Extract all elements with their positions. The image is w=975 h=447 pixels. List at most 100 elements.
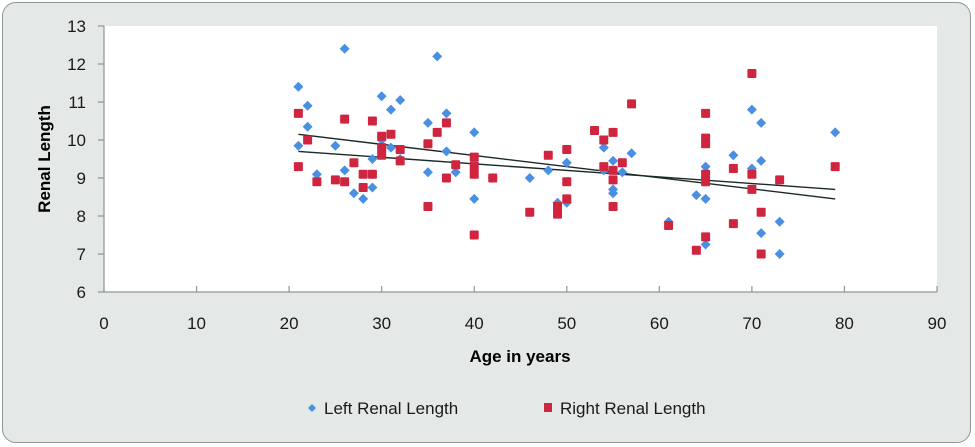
data-point-left[interactable] (543, 165, 554, 176)
data-point-left[interactable] (432, 51, 443, 62)
data-point-right[interactable] (608, 127, 618, 137)
data-point-right[interactable] (701, 108, 711, 118)
data-point-left[interactable] (608, 155, 619, 166)
data-point-right[interactable] (599, 162, 609, 172)
data-point-right[interactable] (701, 169, 711, 179)
data-point-right[interactable] (553, 202, 563, 211)
data-point-right[interactable] (599, 135, 609, 145)
data-point-right[interactable] (303, 135, 313, 145)
data-point-right[interactable] (349, 158, 359, 168)
data-point-right[interactable] (386, 129, 396, 139)
data-point-right[interactable] (441, 173, 451, 183)
data-point-right[interactable] (469, 169, 479, 179)
data-point-left[interactable] (358, 193, 369, 204)
data-point-right[interactable] (756, 207, 766, 217)
data-point-left[interactable] (756, 228, 767, 239)
data-point-right[interactable] (562, 177, 572, 187)
data-point-right[interactable] (469, 230, 479, 240)
data-point-right[interactable] (701, 232, 711, 242)
data-point-right[interactable] (367, 169, 377, 179)
data-point-right[interactable] (617, 158, 627, 168)
data-point-right[interactable] (441, 118, 451, 128)
data-point-right[interactable] (377, 131, 387, 141)
data-point-left[interactable] (330, 140, 341, 151)
data-point-left[interactable] (422, 167, 433, 178)
data-point-right[interactable] (590, 126, 600, 135)
data-point-right[interactable] (423, 202, 433, 211)
data-point-left[interactable] (691, 190, 702, 201)
data-point-left[interactable] (311, 169, 322, 180)
data-point-left[interactable] (700, 161, 711, 172)
data-point-left[interactable] (385, 104, 396, 115)
data-point-left[interactable] (339, 43, 350, 54)
data-point-right[interactable] (747, 169, 757, 179)
data-point-right[interactable] (562, 145, 572, 154)
data-point-right[interactable] (423, 139, 433, 149)
data-point-left[interactable] (422, 117, 433, 128)
data-point-right[interactable] (747, 69, 757, 78)
data-point-right[interactable] (451, 160, 461, 170)
data-point-left[interactable] (367, 154, 378, 164)
data-point-left[interactable] (385, 142, 396, 153)
data-point-right[interactable] (608, 165, 618, 175)
data-point-right[interactable] (543, 150, 553, 160)
data-point-right[interactable] (358, 183, 368, 192)
data-point-right[interactable] (608, 202, 618, 211)
data-point-right[interactable] (377, 150, 387, 160)
data-point-left[interactable] (450, 167, 461, 178)
data-point-right[interactable] (562, 194, 572, 204)
data-point-left[interactable] (626, 148, 637, 159)
data-point-right[interactable] (830, 162, 840, 172)
data-point-right[interactable] (756, 249, 766, 259)
data-point-left[interactable] (441, 108, 452, 119)
legend-item-left[interactable]: Left Renal Length (308, 399, 458, 418)
data-point-left[interactable] (367, 182, 378, 193)
data-point-left[interactable] (598, 142, 609, 153)
legend-item-right[interactable]: Right Renal Length (544, 399, 706, 418)
data-point-left[interactable] (302, 100, 313, 111)
data-point-left[interactable] (293, 140, 304, 151)
data-point-left[interactable] (469, 127, 480, 138)
data-point-left[interactable] (302, 121, 313, 132)
data-point-left[interactable] (293, 81, 304, 92)
data-point-right[interactable] (367, 116, 377, 126)
data-point-left[interactable] (339, 165, 350, 176)
data-point-left[interactable] (830, 127, 841, 138)
data-point-right[interactable] (395, 145, 405, 154)
data-point-left[interactable] (608, 188, 619, 199)
data-point-right[interactable] (775, 175, 785, 185)
data-point-right[interactable] (488, 173, 498, 183)
data-point-right[interactable] (664, 221, 674, 230)
data-point-right[interactable] (340, 177, 350, 187)
data-point-left[interactable] (700, 193, 711, 204)
data-point-left[interactable] (561, 157, 572, 168)
data-point-right[interactable] (293, 108, 303, 118)
data-point-left[interactable] (700, 239, 711, 250)
data-point-left[interactable] (756, 155, 767, 166)
data-point-right[interactable] (358, 169, 368, 179)
data-point-right[interactable] (627, 99, 637, 109)
data-point-right[interactable] (608, 175, 618, 185)
data-point-left[interactable] (617, 167, 628, 178)
data-point-right[interactable] (340, 114, 350, 124)
data-point-right[interactable] (691, 245, 701, 255)
data-point-left[interactable] (756, 117, 767, 128)
data-point-left[interactable] (469, 193, 480, 204)
data-point-right[interactable] (525, 207, 535, 217)
data-point-right[interactable] (701, 177, 711, 187)
data-point-left[interactable] (728, 150, 739, 161)
data-point-left[interactable] (395, 95, 406, 106)
data-point-right[interactable] (377, 143, 387, 153)
data-point-right[interactable] (701, 139, 711, 149)
data-point-right[interactable] (728, 219, 738, 229)
data-point-right[interactable] (747, 184, 757, 194)
data-point-right[interactable] (395, 156, 405, 166)
data-point-left[interactable] (348, 188, 359, 199)
data-point-right[interactable] (553, 209, 563, 219)
data-point-right[interactable] (469, 162, 479, 172)
data-point-left[interactable] (746, 104, 757, 115)
data-point-left[interactable] (441, 146, 452, 157)
data-point-right[interactable] (312, 177, 322, 187)
data-point-right[interactable] (330, 175, 340, 185)
data-point-left[interactable] (774, 249, 785, 259)
